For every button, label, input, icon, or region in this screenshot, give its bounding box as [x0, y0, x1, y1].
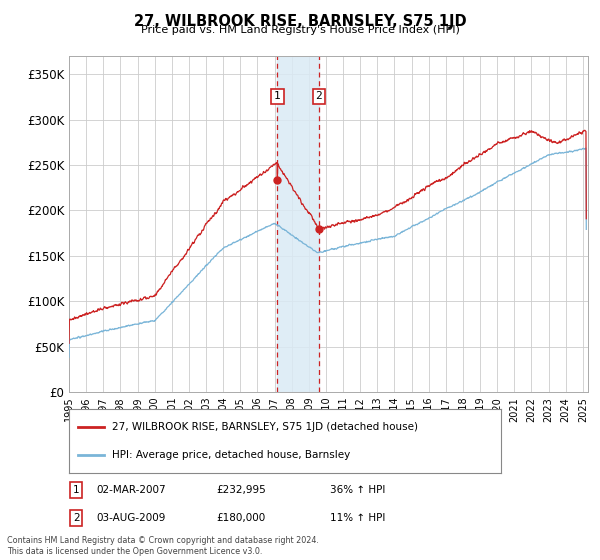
Text: 1: 1	[73, 485, 80, 495]
Text: Price paid vs. HM Land Registry's House Price Index (HPI): Price paid vs. HM Land Registry's House …	[140, 25, 460, 35]
Text: 11% ↑ HPI: 11% ↑ HPI	[330, 513, 385, 523]
Text: 2: 2	[316, 91, 322, 101]
Bar	[277, 56, 319, 392]
Text: 27, WILBROOK RISE, BARNSLEY, S75 1JD: 27, WILBROOK RISE, BARNSLEY, S75 1JD	[134, 14, 466, 29]
Text: £232,995: £232,995	[216, 485, 266, 495]
Text: HPI: Average price, detached house, Barnsley: HPI: Average price, detached house, Barn…	[112, 450, 350, 460]
Text: 02-MAR-2007: 02-MAR-2007	[96, 485, 166, 495]
Text: 27, WILBROOK RISE, BARNSLEY, S75 1JD (detached house): 27, WILBROOK RISE, BARNSLEY, S75 1JD (de…	[112, 422, 418, 432]
Text: 36% ↑ HPI: 36% ↑ HPI	[330, 485, 385, 495]
Text: £180,000: £180,000	[216, 513, 265, 523]
Text: 1: 1	[274, 91, 281, 101]
Text: Contains HM Land Registry data © Crown copyright and database right 2024.
This d: Contains HM Land Registry data © Crown c…	[7, 536, 319, 556]
Text: 2: 2	[73, 513, 80, 523]
Text: 03-AUG-2009: 03-AUG-2009	[96, 513, 166, 523]
